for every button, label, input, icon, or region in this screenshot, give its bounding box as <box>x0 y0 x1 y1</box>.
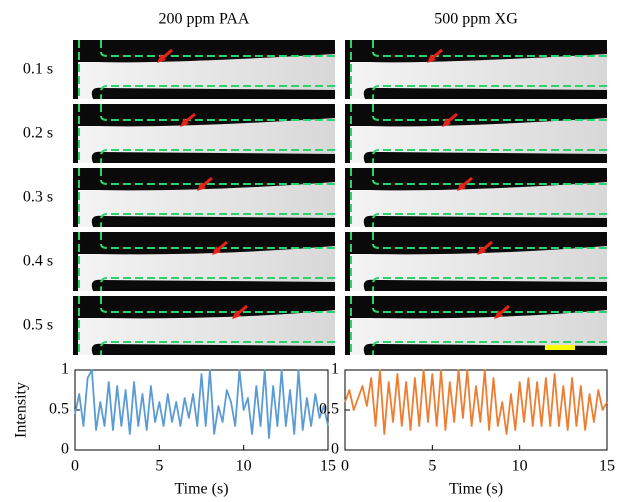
arrow-head <box>427 54 436 63</box>
channel-wall <box>372 296 607 355</box>
channel-wall <box>100 296 335 355</box>
flow-stream <box>78 118 335 163</box>
channel-wall <box>372 40 607 99</box>
x-tick-label: 5 <box>155 458 163 475</box>
column-title: 200 ppm PAA <box>159 11 250 28</box>
arrow-head <box>494 310 503 319</box>
arrow-head <box>442 118 451 127</box>
x-tick-label: 0 <box>71 458 79 475</box>
row-label: 0.3 s <box>23 189 53 206</box>
column-title: 500 ppm XG <box>434 11 518 28</box>
arrow-head <box>180 118 189 127</box>
flow-stream <box>78 310 335 355</box>
x-tick-label: 15 <box>320 458 336 475</box>
x-tick-label: 10 <box>512 458 528 475</box>
data-line <box>74 369 329 439</box>
flow-stream <box>78 54 335 99</box>
y-tick-label: 0 <box>61 441 69 458</box>
flow-stream <box>78 182 335 227</box>
x-axis-label: Time (s) <box>174 481 228 498</box>
arrow-head <box>212 246 221 255</box>
x-axis-label: Time (s) <box>449 481 503 498</box>
scale-bar <box>545 345 575 350</box>
y-tick-label: 0 <box>331 441 339 458</box>
channel-wall <box>100 232 335 291</box>
row-label: 0.5 s <box>23 317 53 334</box>
channel-wall <box>372 232 607 291</box>
y-tick-label: 0.5 <box>319 401 339 418</box>
flow-stream <box>350 310 607 355</box>
arrow-head <box>157 54 166 63</box>
y-tick-label: 0.5 <box>49 401 69 418</box>
row-label: 0.1 s <box>23 61 53 78</box>
arrow-head <box>232 310 241 319</box>
flow-stream <box>350 246 607 291</box>
data-line <box>344 369 608 435</box>
flow-stream <box>350 118 607 163</box>
arrow-head <box>457 182 466 191</box>
arrow-head <box>197 182 206 191</box>
x-tick-label: 15 <box>599 458 615 475</box>
y-tick-label: 1 <box>331 361 339 378</box>
x-tick-label: 5 <box>428 458 436 475</box>
y-axis-label: Intensity <box>13 382 30 438</box>
x-tick-label: 10 <box>236 458 252 475</box>
channel-wall <box>100 40 335 99</box>
flow-stream <box>78 246 335 291</box>
row-label: 0.2 s <box>23 125 53 142</box>
x-tick-label: 0 <box>341 458 349 475</box>
channel-wall <box>100 168 335 227</box>
channel-wall <box>372 168 607 227</box>
flow-stream <box>350 54 607 99</box>
y-tick-label: 1 <box>61 361 69 378</box>
plot-frame <box>344 369 608 451</box>
channel-wall <box>372 104 607 163</box>
row-label: 0.4 s <box>23 253 53 270</box>
channel-wall <box>100 104 335 163</box>
flow-stream <box>350 182 607 227</box>
arrow-head <box>477 246 486 255</box>
